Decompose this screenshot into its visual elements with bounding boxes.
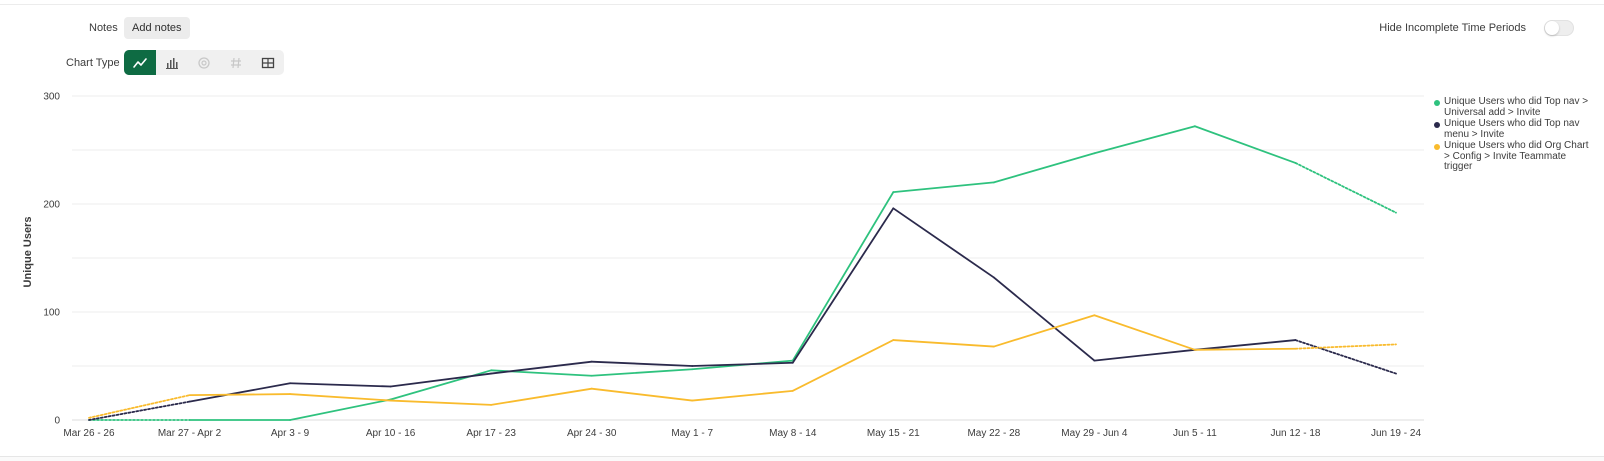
- legend-dot: [1434, 144, 1440, 150]
- hash-icon: [231, 57, 241, 68]
- chart-legend: Unique Users who did Top nav > Universal…: [1434, 96, 1604, 174]
- chart-type-table-button[interactable]: [252, 50, 284, 75]
- legend-dot: [1434, 122, 1440, 128]
- legend-label: Unique Users who did Top nav > Universal…: [1444, 96, 1589, 118]
- x-tick-label: Mar 26 - 26: [63, 428, 115, 439]
- chart-type-label: Chart Type: [66, 57, 120, 69]
- line-segment: [590, 360, 694, 367]
- line-segment: [791, 191, 895, 362]
- line-segment: [992, 276, 1096, 362]
- legend-label: Unique Users who did Top nav menu > Invi…: [1444, 118, 1580, 140]
- line-segment: [892, 207, 995, 279]
- line-segment: [1194, 125, 1297, 164]
- line-segment: [1194, 339, 1297, 351]
- line-segment: [992, 152, 1096, 184]
- bottom-border: [0, 456, 1604, 461]
- y-tick-label: 100: [43, 308, 60, 319]
- x-tick-label: Jun 12 - 18: [1270, 428, 1320, 439]
- chart-type-number-button[interactable]: [220, 50, 252, 75]
- x-axis: Mar 26 - 26 Mar 27 - Apr 2 Apr 3 - 9 Apr 10…: [63, 428, 1421, 439]
- line-segment: [1093, 314, 1196, 351]
- line-segment: [389, 372, 493, 388]
- line-segment: [590, 368, 694, 377]
- y-tick-label: 0: [54, 416, 60, 427]
- line-segment: [490, 387, 593, 406]
- legend-dot: [1434, 100, 1440, 106]
- line-segment: [289, 398, 392, 421]
- y-tick-label: 300: [43, 92, 60, 103]
- x-tick-label: May 15 - 21: [867, 428, 920, 439]
- line-segment: [691, 389, 794, 402]
- y-tick-label: 200: [43, 200, 60, 211]
- line-segment: [791, 339, 895, 392]
- line-segment: [992, 314, 1096, 348]
- line-segment: [1294, 343, 1397, 350]
- x-tick-label: Apr 10 - 16: [366, 428, 416, 439]
- line-segment: [691, 361, 794, 367]
- line-segment: [1194, 347, 1297, 351]
- x-tick-label: Jun 5 - 11: [1173, 428, 1217, 439]
- legend-item[interactable]: Unique Users who did Top nav menu > Invi…: [1434, 118, 1604, 140]
- x-tick-label: Apr 24 - 30: [567, 428, 617, 439]
- x-tick-label: Jun 19 - 24: [1371, 428, 1421, 439]
- legend-item[interactable]: Unique Users who did Org Chart > Config …: [1434, 140, 1604, 173]
- line-segment: [289, 393, 392, 402]
- line-segment: [892, 339, 995, 348]
- line-segment: [590, 387, 694, 402]
- table-icon: [261, 57, 275, 68]
- chart-type-pie-button[interactable]: [188, 50, 220, 75]
- line-segment: [88, 400, 191, 421]
- y-axis: 0 100 200 300: [43, 92, 60, 427]
- line-segment: [88, 394, 191, 419]
- line-segment: [791, 207, 895, 364]
- line-segment: [188, 382, 291, 403]
- line-segment: [490, 360, 593, 375]
- line-segment: [289, 382, 392, 388]
- x-tick-label: May 8 - 14: [769, 428, 817, 439]
- legend-item[interactable]: Unique Users who did Top nav > Universal…: [1434, 96, 1604, 118]
- x-tick-label: Apr 17 - 23: [466, 428, 516, 439]
- line-segment: [1294, 339, 1397, 375]
- chart-type-bar-button[interactable]: [156, 50, 188, 75]
- line-segment: [892, 181, 995, 194]
- legend-label: Unique Users who did Org Chart > Config …: [1444, 140, 1589, 172]
- series-line: [88, 125, 1397, 421]
- chart-type-line-button[interactable]: [124, 50, 156, 75]
- line-segment: [1294, 162, 1397, 214]
- hide-incomplete-toggle[interactable]: [1544, 20, 1574, 36]
- x-tick-label: Apr 3 - 9: [271, 428, 310, 439]
- series-line: [88, 207, 1397, 421]
- toggle-knob: [1545, 21, 1559, 35]
- top-border: [0, 0, 1604, 5]
- bar-chart-icon: [166, 57, 178, 69]
- x-tick-label: May 29 - Jun 4: [1061, 428, 1128, 439]
- line-chart-icon: [133, 57, 147, 68]
- line-segment: [1093, 348, 1196, 362]
- line-segment: [1093, 125, 1196, 155]
- chart-grid: [72, 95, 1424, 421]
- line-chart: 0 100 200 300 Mar 26 - 26 Mar 27 - Apr 2 Apr …: [22, 92, 1424, 439]
- line-segment: [389, 399, 493, 406]
- y-axis-label: Unique Users: [22, 217, 34, 288]
- notes-label: Notes: [89, 22, 118, 34]
- x-tick-label: Mar 27 - Apr 2: [158, 428, 222, 439]
- x-tick-label: May 1 - 7: [671, 428, 713, 439]
- pie-chart-icon: [198, 56, 210, 69]
- series-line: [88, 314, 1397, 419]
- x-tick-label: May 22 - 28: [967, 428, 1020, 439]
- chart-type-selector: [124, 50, 284, 75]
- chart-series: [88, 125, 1397, 421]
- line-segment: [188, 393, 291, 397]
- hide-incomplete-label: Hide Incomplete Time Periods: [1379, 22, 1526, 34]
- add-notes-button[interactable]: Add notes: [124, 17, 190, 39]
